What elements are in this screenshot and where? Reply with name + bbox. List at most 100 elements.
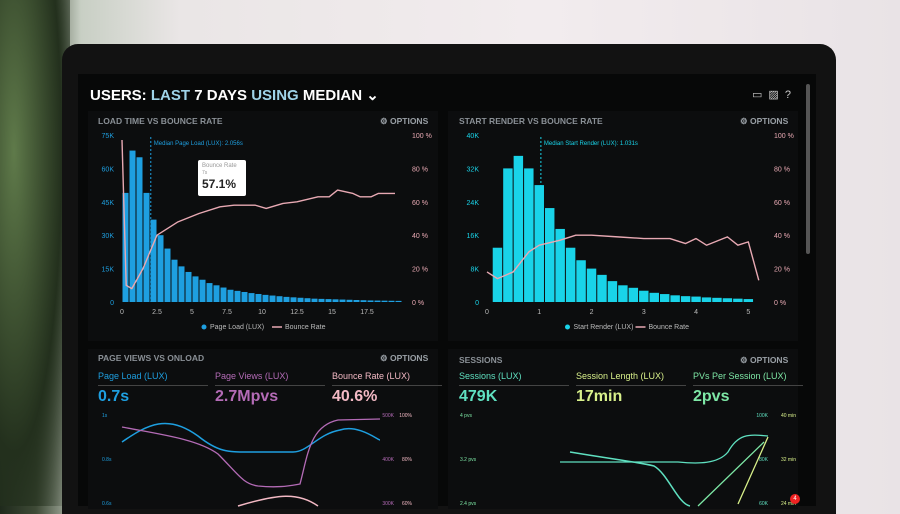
histogram-bar [234,290,241,302]
legend-label: Bounce Rate [285,324,326,331]
y-tick-label: 75K [102,133,115,140]
y3-tick-label: 80% [402,457,413,463]
options-label: OPTIONS [389,353,429,363]
histogram-bar [164,248,171,302]
y2-tick-label: 300K [382,501,394,507]
stat-label: Page Views (LUX) [215,371,325,386]
median-annotation: Median Page Load (LUX): 2.056s [154,141,243,147]
histogram-bar [276,296,283,302]
stat-label: PVs Per Session (LUX) [693,371,803,386]
title-using: USING [251,87,299,104]
histogram-bar [503,168,513,302]
y-tick-label: 8K [470,267,479,274]
y3-tick-label: 100% [399,413,412,419]
histogram-bar [248,293,255,302]
histogram-bar [639,290,649,302]
histogram-bar [227,289,234,302]
y-tick-label: 0 [110,300,114,307]
y2-tick-label: 20 % [774,267,790,274]
tooltip-sub: 7s [202,170,208,176]
y-tick-label: 2.4 pvs [460,501,477,507]
page-load-line [121,422,381,453]
help-icon[interactable]: ? [784,89,797,101]
y2-tick-label: 40 % [412,233,428,240]
histogram-bar [513,155,524,302]
stat-label: Bounce Rate (LUX) [332,371,442,386]
options-button[interactable]: ⚙ OPTIONS [740,116,789,126]
histogram-bar [388,300,395,302]
legend-label: Bounce Rate [649,324,690,331]
tooltip-value: 57.1% [202,177,237,191]
y-tick-label: 3.2 pvs [460,457,477,463]
y2-tick-label: 80K [759,457,769,463]
y2-tick-label: 60K [759,501,769,507]
histogram-bar [534,185,544,302]
histogram-bar [346,299,353,302]
histogram-bar [555,228,565,302]
x-tick-label: 15 [328,309,336,316]
histogram-bar [220,287,227,302]
histogram-bar [213,285,220,302]
x-tick-label: 2.5 [152,309,162,316]
stat-label: Sessions (LUX) [459,371,569,386]
tooltip-label: Bounce Rate [202,163,237,169]
stat-value: 479K [459,388,498,405]
y-tick-label: 0.6s [102,501,112,507]
x-tick-label: 7.5 [222,309,232,316]
histogram-bar [255,293,262,302]
options-button[interactable]: ⚙ OPTIONS [380,116,429,126]
options-button[interactable]: ⚙ OPTIONS [740,355,789,365]
y-tick-label: 32K [467,166,480,173]
histogram-bar [311,298,318,302]
x-tick-label: 12.5 [290,309,304,316]
notification-badge[interactable]: 4 [790,494,800,504]
x-tick-label: 0 [120,309,124,316]
y2-tick-label: 100 % [412,133,432,140]
background-plant [0,0,70,506]
histogram-bar [722,298,733,302]
dashboard-screen: USERS: LAST 7 DAYS USING MEDIAN ⌄ ▭▨? LO… [78,74,816,509]
y-tick-label: 1s [102,413,108,419]
histogram-bar [395,300,402,302]
stat-value: 2pvs [693,388,730,405]
options-button[interactable]: ⚙ OPTIONS [380,353,429,363]
chevron-down-icon[interactable]: ⌄ [366,87,379,104]
histogram-bar [524,168,534,302]
x-tick-label: 3 [642,309,646,316]
pvs-line [697,441,765,507]
y-tick-label: 16K [467,233,480,240]
y-tick-label: 60K [102,166,115,173]
x-tick-label: 10 [258,309,266,316]
histogram-bar [374,300,381,302]
y-tick-label: 15K [102,267,115,274]
histogram-bar [670,295,680,302]
histogram-bar [586,268,597,302]
dashboard-title[interactable]: USERS: LAST 7 DAYS USING MEDIAN ⌄ [90,86,379,104]
histogram-bar [659,294,670,302]
median-annotation: Median Start Render (LUX): 1.031s [544,141,638,147]
histogram-bar [290,297,297,302]
scrollbar[interactable] [806,84,810,254]
histogram-bar [733,298,743,302]
options-label: OPTIONS [389,116,429,126]
y-tick-label: 30K [102,233,115,240]
histogram-bar [129,150,136,302]
title-users: USERS: [90,87,147,104]
histogram-bar [304,298,311,302]
title-days: 7 DAYS [194,87,248,104]
title-median: MEDIAN [302,87,363,104]
x-tick-label: 5 [190,309,194,316]
histogram-bar [618,285,628,302]
histogram-bar [576,260,586,302]
y2-tick-label: 80 % [412,166,428,173]
histogram-bar [701,297,712,302]
y2-tick-label: 0 % [412,300,424,307]
monitor-icon[interactable]: ▭ [752,89,769,101]
histogram-bar [178,266,185,302]
stat-value: 40.6% [332,388,378,405]
x-tick-label: 4 [694,309,698,316]
panel-title: START RENDER VS BOUNCE RATE [459,116,603,126]
panel-sessions [448,349,798,509]
image-icon[interactable]: ▨ [768,89,785,101]
